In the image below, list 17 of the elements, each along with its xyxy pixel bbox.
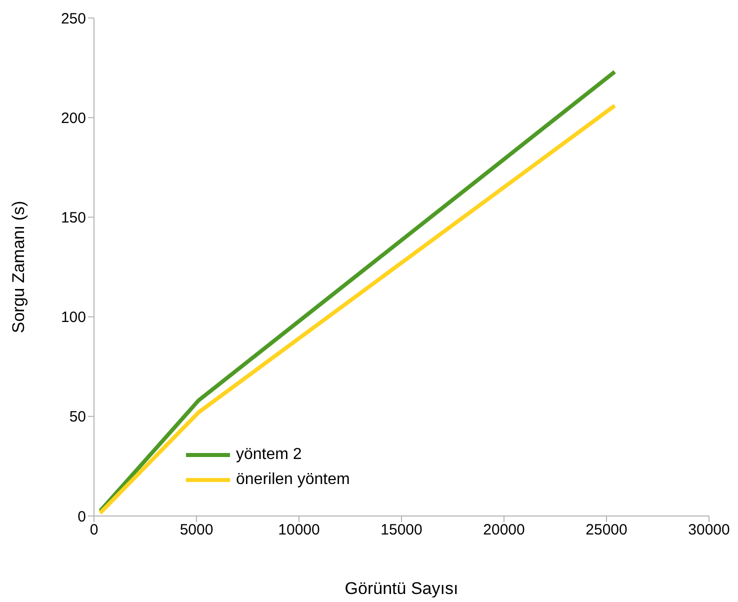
x-tick-label: 5000 xyxy=(180,522,214,539)
x-tick-label: 30000 xyxy=(688,522,730,539)
x-tick-label: 0 xyxy=(90,522,98,539)
y-axis-title: Sorgu Zamanı (s) xyxy=(9,200,28,334)
x-tick-label: 10000 xyxy=(278,522,320,539)
y-tick-label: 250 xyxy=(60,10,86,28)
y-tick-label: 200 xyxy=(60,110,86,127)
legend-label: yöntem 2 xyxy=(236,445,302,465)
x-tick-label: 25000 xyxy=(586,522,628,539)
y-tick-label: 0 xyxy=(78,508,86,526)
legend-label: önerilen yöntem xyxy=(236,470,350,490)
x-tick-label: 15000 xyxy=(380,522,422,539)
y-tick-label: 100 xyxy=(60,309,86,326)
y-tick-label: 50 xyxy=(69,408,86,426)
y-tick-label: 150 xyxy=(60,210,86,227)
x-axis-title: Görüntü Sayısı xyxy=(344,579,458,598)
x-tick-label: 20000 xyxy=(483,522,525,539)
